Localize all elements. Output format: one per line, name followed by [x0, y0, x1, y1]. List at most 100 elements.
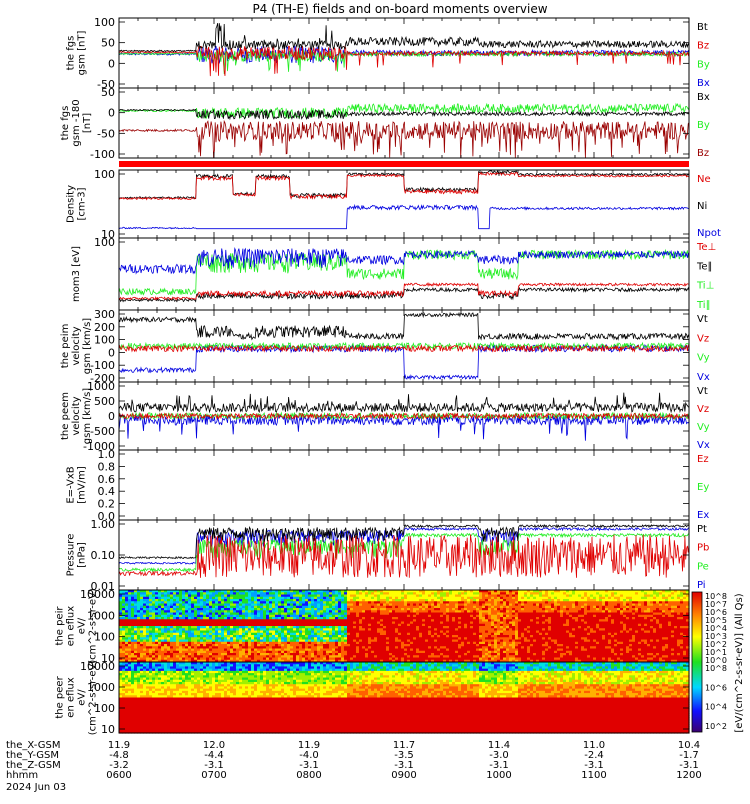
y-axis-label-line: en eflux — [66, 677, 77, 717]
y-axis-label: Pressure[nPa] — [66, 534, 88, 577]
legend-entry: Te∥ — [696, 261, 713, 272]
y-tick-label: 100 — [94, 168, 115, 181]
y-tick-label: 0.8 — [98, 460, 116, 473]
y-axis-label-line: gsm [nT] — [77, 31, 88, 76]
y-tick-label: 100 — [94, 236, 115, 249]
y-tick-label: -100 — [90, 359, 115, 372]
legend-entry: Pe — [697, 561, 709, 572]
y-axis-label-line: gsm [km/s] — [82, 388, 93, 444]
legend-entry: Bt — [697, 22, 708, 33]
y-axis-label-line: eV/ — [77, 617, 88, 634]
legend-entry: Ez — [697, 454, 709, 465]
panel-frame — [119, 450, 689, 520]
x-axis-value: 1100 — [581, 770, 606, 781]
y-tick-label: 0 — [108, 107, 115, 120]
y-axis-label: mom3 [eV] — [71, 246, 82, 302]
y-tick-label: 100 — [94, 334, 115, 347]
legend-entry: Pi — [697, 580, 706, 591]
y-axis-label-line: the peir — [55, 606, 66, 646]
y-tick-label: 0.10 — [91, 549, 116, 562]
y-axis-label-line: [nT] — [82, 113, 93, 133]
red-status-bar — [119, 161, 689, 167]
y-axis-label-line: mom3 [eV] — [71, 246, 82, 302]
y-tick-label: -500 — [90, 425, 115, 438]
legend-entry: Vx — [697, 372, 710, 383]
legend-entry: Npot — [697, 228, 721, 239]
y-tick-label: 300 — [94, 308, 115, 321]
x-axis-value: 0600 — [106, 770, 131, 781]
y-tick-label: 50 — [101, 86, 115, 99]
plot-title: P4 (TH-E) fields and on-board moments ov… — [252, 2, 547, 16]
colorbar — [692, 592, 702, 732]
y-axis-label-line: (cm^2-s-sr-eV) — [88, 588, 99, 664]
y-tick-label: 500 — [94, 395, 115, 408]
legend-entry: Bx — [697, 92, 710, 103]
x-axis-value: 1200 — [676, 770, 701, 781]
y-axis-label-line: [cm-3] — [77, 187, 88, 220]
y-axis-label-line: Density — [66, 185, 77, 223]
legend-entry: Ni — [697, 201, 707, 212]
y-axis-label-line: en eflux — [66, 606, 77, 646]
legend-entry: Vz — [697, 333, 709, 344]
x-axis-value: 0900 — [391, 770, 416, 781]
legend-entry: Vt — [697, 386, 708, 397]
x-axis-value: 0700 — [201, 770, 226, 781]
y-tick-label: 1.0 — [98, 448, 116, 461]
y-axis-label: Density[cm-3] — [66, 185, 88, 223]
y-axis-label: E=-VxB[mV/m] — [66, 466, 88, 504]
y-tick-label: 0.2 — [98, 498, 116, 511]
y-axis-label-line: velocity — [71, 396, 82, 435]
y-axis-label-line: (cm^2-s-sr-eV) — [88, 660, 99, 736]
legend-entry: Vt — [697, 314, 708, 325]
legend-entry: Vy — [697, 353, 710, 364]
y-tick-label: 0 — [108, 346, 115, 359]
colorbar-tick: 10^4 — [705, 703, 727, 712]
y-tick-label: 0 — [108, 57, 115, 70]
colorbar-tick: 10^6 — [705, 683, 727, 692]
y-axis-label-line: Pressure — [66, 534, 77, 577]
y-axis-label-line: the peer — [55, 675, 66, 718]
y-axis-label-line: gsm [km/s] — [82, 318, 93, 374]
y-axis-label-line: the fgs — [60, 106, 71, 141]
y-tick-label: 10 — [101, 723, 115, 736]
x-axis-date: 2024 Jun 03 — [6, 782, 66, 793]
y-tick-label: 0.6 — [98, 473, 116, 486]
legend-entry: Ti∥ — [696, 300, 711, 311]
y-tick-label: 50 — [101, 37, 115, 50]
y-tick-label: -100 — [90, 148, 115, 161]
y-axis-label-line: velocity — [71, 326, 82, 365]
legend-entry: Vx — [697, 440, 710, 451]
y-tick-label: -50 — [97, 127, 115, 140]
legend-entry: Pb — [697, 543, 709, 554]
y-axis-label-line: the peem — [60, 392, 71, 440]
legend-entry: By — [697, 120, 710, 131]
series-npot — [119, 205, 689, 228]
y-axis-label-line: eV/ — [77, 689, 88, 706]
legend-entry: Te⊥ — [696, 242, 716, 253]
legend-entry: Pt — [697, 524, 707, 535]
y-tick-label: 0 — [108, 410, 115, 423]
legend-entry: Ti⊥ — [696, 281, 714, 292]
x-axis-value: 0800 — [296, 770, 321, 781]
colorbar-label-text: [eV/(cm^2-s-sr-eV)] (All Qs) — [734, 593, 745, 732]
y-axis-label-line: [mV/m] — [77, 466, 88, 504]
legend-entry: Vy — [697, 422, 710, 433]
x-axis-row-label: hhmm — [6, 770, 38, 781]
series-ne — [119, 173, 689, 200]
colorbar-tick: 10^2 — [705, 722, 727, 731]
x-axis-value: 1000 — [486, 770, 511, 781]
